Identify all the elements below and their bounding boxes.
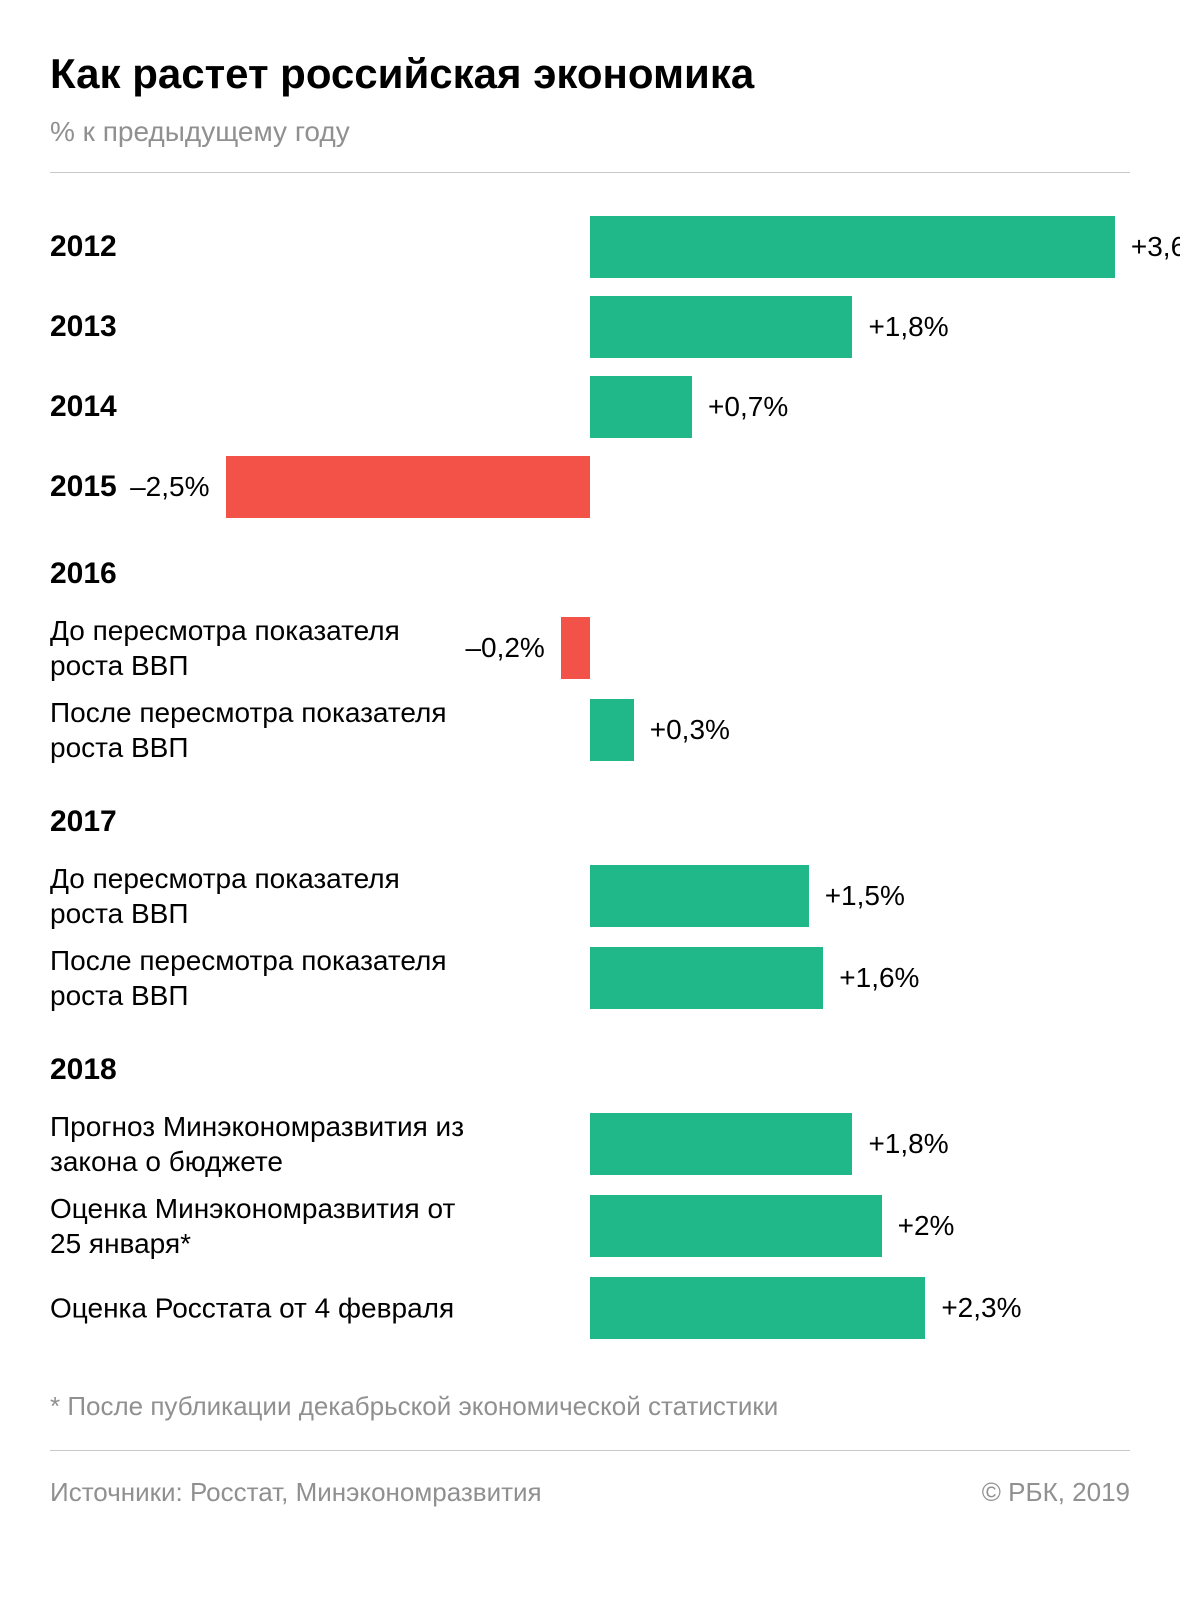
bar-chart: 2012+3,6% 2013+1,8% 2014+0,7% 2015–2,5% 2016… [50, 213, 1130, 1347]
copyright-label: © РБК, 2019 [982, 1477, 1130, 1508]
bar-area: +1,8% [50, 296, 1130, 358]
bar-area: –2,5% [50, 456, 1130, 518]
value-label: +2% [898, 1210, 955, 1242]
bar-area: +1,8% [50, 1113, 1130, 1175]
chart-subtitle: % к предыдущему году [50, 116, 1130, 148]
group-year-header: 2016 [50, 557, 1130, 591]
chart-row: После пересмотра показателя роста ВВП+0,… [50, 691, 1130, 769]
chart-title: Как растет российская экономика [50, 50, 1130, 98]
bar-area: +0,3% [50, 699, 1130, 761]
chart-row: 2013+1,8% [50, 293, 1130, 361]
chart-row: После пересмотра показателя роста ВВП+1,… [50, 939, 1130, 1017]
chart-row: Прогноз Минэкономразвития из закона о бю… [50, 1105, 1130, 1183]
bar [561, 617, 590, 679]
value-label: +3,6% [1131, 231, 1180, 263]
bar-area: +2% [50, 1195, 1130, 1257]
chart-row: До пересмотра показателя роста ВВП+1,5% [50, 857, 1130, 935]
bar [590, 216, 1115, 278]
bar-area: +3,6% [50, 216, 1130, 278]
chart-row: 2014+0,7% [50, 373, 1130, 441]
bar [590, 1113, 852, 1175]
bar-area: +1,5% [50, 865, 1130, 927]
bar [590, 296, 852, 358]
chart-row: 2015–2,5% [50, 453, 1130, 521]
value-label: +2,3% [941, 1292, 1021, 1324]
bar [590, 947, 823, 1009]
value-label: +1,8% [868, 311, 948, 343]
chart-row: Оценка Росстата от 4 февраля+2,3% [50, 1269, 1130, 1347]
bar [590, 1277, 925, 1339]
chart-row: Оценка Минэкономразвития от 25 января*+2… [50, 1187, 1130, 1265]
bar [226, 456, 591, 518]
bar-area: –0,2% [50, 617, 1130, 679]
bar [590, 699, 634, 761]
bar [590, 865, 809, 927]
value-label: –0,2% [465, 632, 544, 664]
group-year-header: 2018 [50, 1053, 1130, 1087]
value-label: +1,6% [839, 962, 919, 994]
value-label: +1,8% [868, 1128, 948, 1160]
chart-footer: Источники: Росстат, Минэкономразвития © … [50, 1451, 1130, 1508]
value-label: +0,7% [708, 391, 788, 423]
value-label: +1,5% [825, 880, 905, 912]
chart-row: До пересмотра показателя роста ВВП–0,2% [50, 609, 1130, 687]
bar [590, 1195, 882, 1257]
chart-row: 2012+3,6% [50, 213, 1130, 281]
group-year-header: 2017 [50, 805, 1130, 839]
footnote: * После публикации декабрьской экономиче… [50, 1391, 1130, 1422]
value-label: –2,5% [130, 471, 209, 503]
bar-area: +1,6% [50, 947, 1130, 1009]
bar [590, 376, 692, 438]
bar-area: +2,3% [50, 1277, 1130, 1339]
value-label: +0,3% [650, 714, 730, 746]
divider-top [50, 172, 1130, 173]
sources-label: Источники: Росстат, Минэкономразвития [50, 1477, 542, 1508]
bar-area: +0,7% [50, 376, 1130, 438]
